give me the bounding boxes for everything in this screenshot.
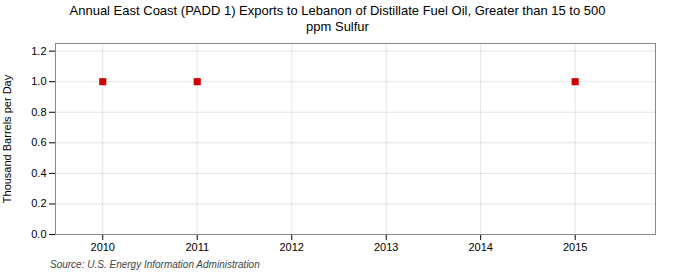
svg-text:0.8: 0.8 [31, 106, 46, 118]
svg-text:1.2: 1.2 [31, 45, 46, 57]
svg-text:Thousand Barrels per Day: Thousand Barrels per Day [1, 74, 13, 203]
html-text:Annual East Coast (PADD 1) Exp: Annual East Coast (PADD 1) Exports to Le… [69, 3, 606, 34]
svg-text:0.6: 0.6 [31, 136, 46, 148]
svg-text:2012: 2012 [279, 241, 303, 253]
svg-text:2010: 2010 [91, 241, 115, 253]
svg-text:0.2: 0.2 [31, 197, 46, 209]
svg-text:2015: 2015 [563, 241, 587, 253]
svg-text:2013: 2013 [374, 241, 398, 253]
svg-text:1.0: 1.0 [31, 75, 46, 87]
svg-text:2011: 2011 [185, 241, 209, 253]
svg-text:0.0: 0.0 [31, 228, 46, 240]
svg-text:0.4: 0.4 [31, 167, 46, 179]
html-text:Source: U.S. Energy Informatio: Source: U.S. Energy Information Administ… [50, 259, 260, 270]
svg-text:2014: 2014 [468, 241, 492, 253]
